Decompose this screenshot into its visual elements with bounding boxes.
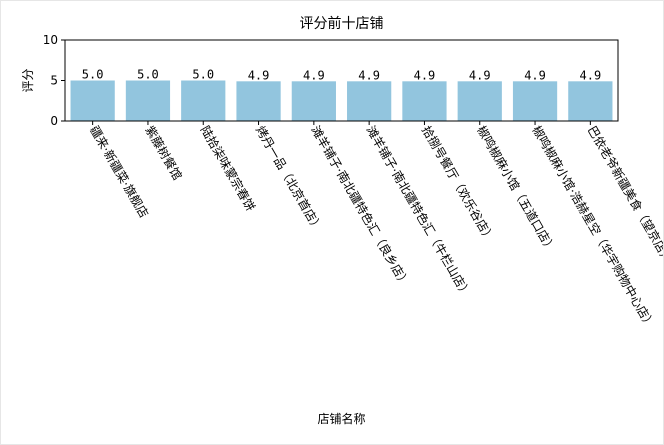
bar: [568, 81, 613, 121]
bar: [70, 80, 115, 121]
bar: [457, 81, 502, 121]
bar-value-label: 4.9: [580, 68, 602, 82]
bar: [347, 81, 392, 121]
x-tick-label: 滩羊铺子·南北疆特色汇（良乡店）: [308, 123, 413, 290]
y-axis-ticks: 0 5 10: [43, 33, 65, 128]
x-tick-label: 疆来·新疆菜·旗舰店: [87, 123, 152, 220]
x-tick-label: 椒鸣椒麻小馆·浩赫星空（华宇购物中心店）: [529, 123, 658, 331]
bar-value-label: 5.0: [192, 68, 214, 82]
bar: [512, 81, 558, 121]
y-tick-label: 10: [43, 33, 58, 47]
bar-value-label: 4.9: [414, 68, 436, 82]
x-tick-label: 紫藤树餐馆: [142, 123, 185, 182]
bar: [291, 81, 336, 121]
chart-title: 评分前十店铺: [300, 15, 384, 32]
y-axis-label: 评分: [21, 68, 35, 92]
bar: [236, 81, 281, 121]
bar: [402, 81, 447, 121]
bar-value-label: 5.0: [137, 68, 159, 82]
x-tick-label: 滩羊铺子·南北疆特色汇（牛栏山店）: [364, 123, 475, 300]
bar-value-label: 5.0: [82, 68, 104, 82]
bar-value-label: 4.9: [303, 68, 325, 82]
plot-frame: [64, 39, 619, 122]
bar: [181, 80, 226, 121]
x-axis-label: 店铺名称: [317, 411, 365, 426]
bar-value-label: 4.9: [358, 68, 380, 82]
x-tick-label: 陆拾柒味蒙宗春饼: [198, 123, 259, 214]
bar: [125, 80, 171, 121]
y-tick-label: 0: [50, 114, 58, 128]
y-tick-label: 5: [50, 74, 58, 88]
bar-value-label: 4.9: [469, 68, 491, 82]
bars-group: 5.0 5.0 5.0 4.9 4.9 4.9 4.9 4.9 4.9 4.9: [70, 68, 613, 121]
bar-value-label: 4.9: [524, 68, 546, 82]
bar-value-label: 4.9: [248, 68, 270, 82]
